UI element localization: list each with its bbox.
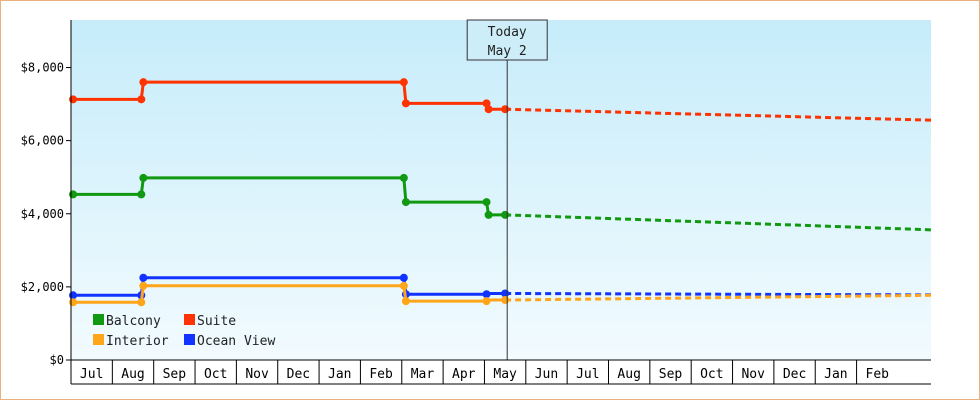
data-point-suite <box>137 95 146 104</box>
legend-label-balcony: Balcony <box>106 314 161 329</box>
x-tick-label: Feb <box>866 367 890 382</box>
y-tick-label: $4,000 <box>21 207 64 221</box>
x-tick-label: Feb <box>369 367 393 382</box>
y-tick-label: $0 <box>50 353 64 367</box>
y-tick-label: $2,000 <box>21 280 64 294</box>
x-tick-label: Sep <box>659 367 683 382</box>
legend-swatch-balcony <box>93 314 104 325</box>
y-tick-label: $8,000 <box>21 61 64 75</box>
data-point-suite <box>501 105 510 114</box>
x-tick-label: Mar <box>411 367 435 382</box>
data-point-suite <box>69 95 78 104</box>
data-point-balcony <box>484 210 493 219</box>
x-tick-label: Dec <box>783 367 806 382</box>
today-marker: Today May 2 <box>466 19 548 360</box>
x-axis-month-labels: Jul Aug Sep Oct Nov Dec Jan Feb Mar Apr May Jun Jul A… <box>70 360 931 385</box>
x-tick-label: May <box>493 367 517 382</box>
data-point-balcony <box>501 210 510 219</box>
x-tick-label: Oct <box>700 367 723 382</box>
series-forecast-interior <box>505 293 932 302</box>
x-tick-label: Nov <box>741 367 765 382</box>
today-date: May 2 <box>488 44 527 59</box>
legend-label-interior: Interior <box>106 334 169 349</box>
data-point-suite <box>484 105 493 114</box>
legend-swatch-ocean-view <box>184 334 195 345</box>
data-point-ocean-view <box>139 273 148 282</box>
data-point-balcony <box>139 173 148 182</box>
x-tick-label: Dec <box>287 367 310 382</box>
legend-label-ocean-view: Ocean View <box>197 334 275 349</box>
series-forecast-balcony <box>505 213 932 232</box>
x-tick-label: Oct <box>204 367 227 382</box>
x-tick-label: Jul <box>80 367 103 382</box>
axes <box>70 20 931 361</box>
data-point-interior <box>401 297 410 306</box>
x-tick-label: Aug <box>617 367 640 382</box>
data-point-suite <box>401 99 410 108</box>
data-point-balcony <box>399 173 408 182</box>
legend-swatch-interior <box>93 334 104 345</box>
data-point-ocean-view <box>482 290 491 299</box>
data-point-interior <box>137 298 146 307</box>
data-point-interior <box>139 281 148 290</box>
y-tick-label: $6,000 <box>21 134 64 148</box>
data-point-ocean-view <box>399 273 408 282</box>
x-tick-label: Jan <box>328 367 351 382</box>
x-tick-label: Aug <box>121 367 144 382</box>
legend-label-suite: Suite <box>197 314 236 329</box>
data-point-interior <box>399 281 408 290</box>
x-tick-label: Jul <box>576 367 599 382</box>
data-point-interior <box>482 297 491 306</box>
today-label-box <box>466 19 548 61</box>
data-point-interior <box>501 296 510 305</box>
data-point-balcony <box>401 198 410 207</box>
legend-swatch-suite <box>184 314 195 325</box>
data-point-balcony <box>137 190 146 199</box>
y-axis-ticks: $0 $2,000 $4,000 $6,000 $8,000 <box>21 61 71 367</box>
x-tick-label: Apr <box>452 367 476 382</box>
today-label: Today <box>488 25 527 40</box>
x-tick-label: Jan <box>824 367 847 382</box>
data-point-balcony <box>69 190 78 199</box>
legend: Balcony Suite Interior Ocean View <box>93 314 275 349</box>
x-tick-label: Sep <box>163 367 187 382</box>
data-point-balcony <box>482 198 491 207</box>
x-tick-label: Nov <box>245 367 269 382</box>
series-forecast-suite <box>505 107 932 122</box>
x-tick-label: Jun <box>535 367 558 382</box>
data-point-interior <box>69 298 78 307</box>
data-point-suite <box>139 78 148 87</box>
data-point-suite <box>399 78 408 87</box>
data-point-ocean-view <box>69 291 78 300</box>
plot-area <box>71 20 931 360</box>
